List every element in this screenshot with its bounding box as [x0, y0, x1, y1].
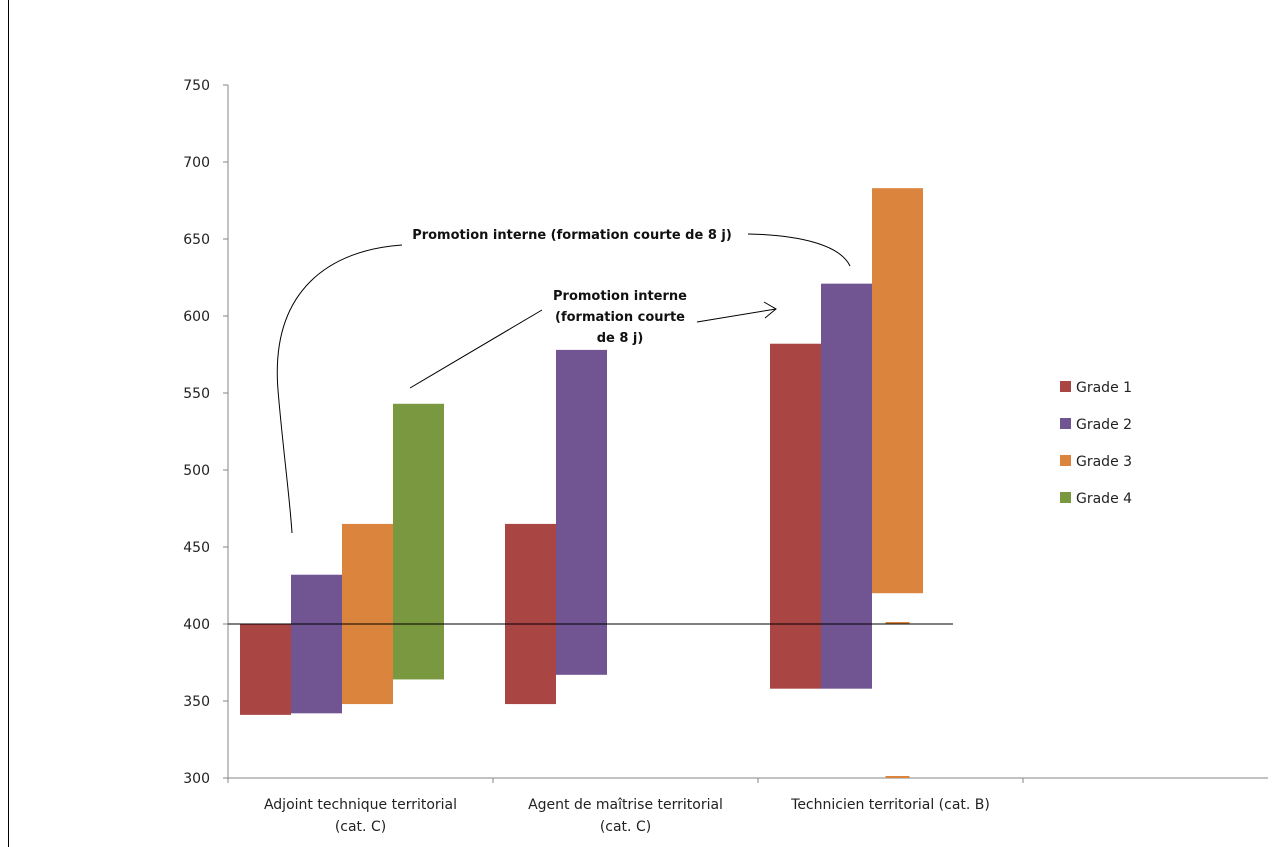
axes: 300 350 400 450 500 550 600 650 700 750 Adjoint te… [183, 78, 1268, 835]
annotations: Promotion interne (formation courte de 8… [276, 228, 851, 534]
annotation-curve-1 [276, 244, 403, 534]
y-tick-label: 300 [183, 771, 210, 787]
legend: Grade 1 Grade 2 Grade 3 Grade 4 [1060, 380, 1132, 507]
bar [342, 523, 393, 705]
bar [821, 283, 872, 689]
legend-swatch [1060, 455, 1071, 466]
bar [393, 403, 444, 680]
bar [505, 523, 556, 705]
annotation-label-2: Promotion interne [553, 289, 687, 304]
bars [240, 188, 923, 778]
y-tick-label: 550 [183, 386, 210, 402]
y-tick-label: 700 [183, 155, 210, 171]
arrow-head-icon [763, 301, 777, 319]
annotation-label-2: (formation courte [555, 310, 685, 325]
bar [556, 349, 607, 675]
legend-label: Grade 1 [1076, 380, 1132, 396]
legend-label: Grade 4 [1076, 491, 1132, 507]
legend-label: Grade 2 [1076, 417, 1132, 433]
bar [291, 574, 342, 714]
category-label: (cat. C) [335, 819, 386, 835]
legend-label: Grade 3 [1076, 454, 1132, 470]
bar [240, 624, 291, 715]
y-tick-label: 350 [183, 694, 210, 710]
category-label: Agent de maîtrise territorial [528, 797, 723, 813]
annotation-curve-1b [747, 233, 851, 267]
category-label: Technicien territorial (cat. B) [790, 797, 990, 813]
y-tick-label: 600 [183, 309, 210, 325]
annotation-label-1: Promotion interne (formation courte de 8… [412, 228, 732, 243]
bar [872, 188, 923, 594]
y-tick-label: 750 [183, 78, 210, 94]
left-border-line [8, 0, 9, 847]
y-tick-label: 500 [183, 463, 210, 479]
legend-swatch [1060, 418, 1071, 429]
annotation-label-2: de 8 j) [597, 331, 644, 346]
legend-swatch [1060, 492, 1071, 503]
annotation-line-2 [409, 309, 543, 389]
annotation-arrow-2 [696, 308, 777, 323]
y-tick-label: 400 [183, 617, 210, 633]
bar [770, 343, 821, 689]
y-tick-label: 650 [183, 232, 210, 248]
y-tick-label: 450 [183, 540, 210, 556]
legend-swatch [1060, 381, 1071, 392]
category-label: Adjoint technique territorial [264, 797, 457, 813]
category-label: (cat. C) [600, 819, 651, 835]
